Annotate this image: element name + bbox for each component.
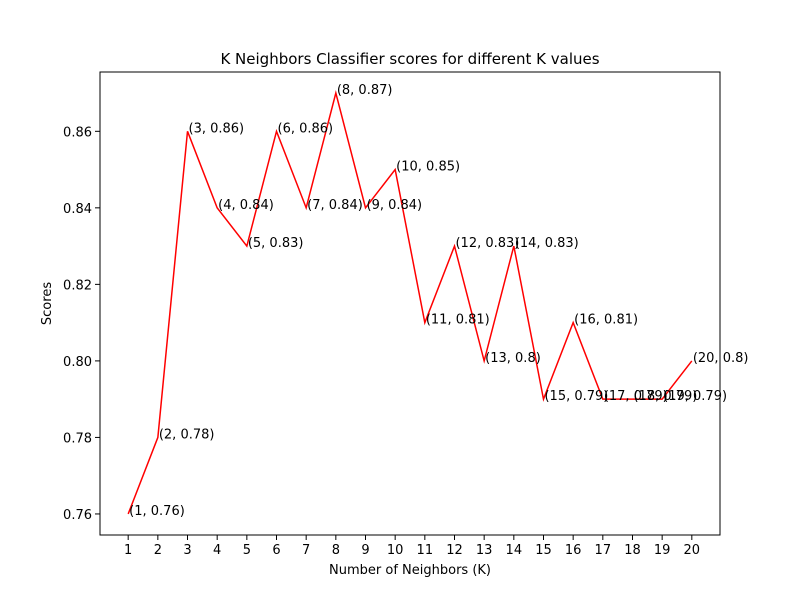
x-tick-label: 2 <box>154 543 162 558</box>
x-tick-label: 3 <box>183 543 191 558</box>
series-line <box>127 90 693 515</box>
x-tick-label: 17 <box>595 543 612 558</box>
data-point-label: (2, 0.78) <box>159 427 215 442</box>
data-point-label: (14, 0.83) <box>515 236 579 251</box>
x-tick-label: 11 <box>417 543 434 558</box>
x-tick-label: 15 <box>535 543 552 558</box>
y-tick-label: 0.76 <box>63 508 92 523</box>
data-point-label: (17, 0.79) <box>604 389 668 404</box>
data-point-label: (4, 0.84) <box>218 198 274 213</box>
x-tick-label: 7 <box>302 543 310 558</box>
data-point-label: (19, 0.79) <box>663 389 727 404</box>
data-point-label: (20, 0.8) <box>693 351 749 366</box>
y-tick-label: 0.80 <box>63 355 92 370</box>
x-tick-label: 12 <box>446 543 463 558</box>
data-point-label: (18, 0.79) <box>633 389 697 404</box>
x-tick-label: 20 <box>684 543 701 558</box>
x-tick-label: 13 <box>476 543 493 558</box>
x-tick-label: 19 <box>654 543 671 558</box>
data-point-label: (10, 0.85) <box>396 160 460 175</box>
x-axis: 1 2 3 4 5 6 7 8 9 10 11 12 13 14 15 16 17 18 19 20 <box>124 535 700 558</box>
data-point-label: (13, 0.8) <box>485 351 541 366</box>
x-tick-label: 4 <box>213 543 221 558</box>
x-tick-label: 16 <box>565 543 582 558</box>
plot-area-frame <box>99 71 721 536</box>
y-tick-label: 0.86 <box>63 125 92 140</box>
x-tick-label: 14 <box>506 543 523 558</box>
data-point-label: (15, 0.79) <box>544 389 608 404</box>
data-point-label: (5, 0.83) <box>248 236 304 251</box>
x-tick-label: 10 <box>387 543 404 558</box>
data-point-label: (1, 0.76) <box>129 504 185 519</box>
point-labels: (1, 0.76) (2, 0.78) (3, 0.86) (4, 0.84) (5, … <box>129 83 748 519</box>
data-point-label: (16, 0.81) <box>574 313 638 328</box>
y-axis-label: Scores <box>40 282 55 325</box>
x-tick-label: 6 <box>272 543 280 558</box>
x-tick-label: 9 <box>361 543 369 558</box>
data-point-label: (11, 0.81) <box>426 313 490 328</box>
x-tick-label: 1 <box>124 543 132 558</box>
data-point-label: (3, 0.86) <box>189 121 245 136</box>
y-axis: 0.76 0.78 0.80 0.82 0.84 0.86 <box>63 125 100 523</box>
x-tick-label: 18 <box>624 543 641 558</box>
data-point-label: (12, 0.83) <box>455 236 519 251</box>
y-tick-label: 0.78 <box>63 431 92 446</box>
y-tick-label: 0.84 <box>63 202 92 217</box>
series-scores <box>127 90 693 515</box>
data-point-label: (9, 0.84) <box>367 198 423 213</box>
y-tick-label: 0.82 <box>63 278 92 293</box>
data-point-label: (7, 0.84) <box>307 198 363 213</box>
x-tick-label: 5 <box>243 543 251 558</box>
x-axis-label: Number of Neighbors (K) <box>329 563 491 578</box>
chart-title: K Neighbors Classifier scores for differ… <box>220 50 599 68</box>
x-tick-label: 8 <box>332 543 340 558</box>
data-point-label: (6, 0.86) <box>278 121 334 136</box>
data-point-label: (8, 0.87) <box>337 83 393 98</box>
